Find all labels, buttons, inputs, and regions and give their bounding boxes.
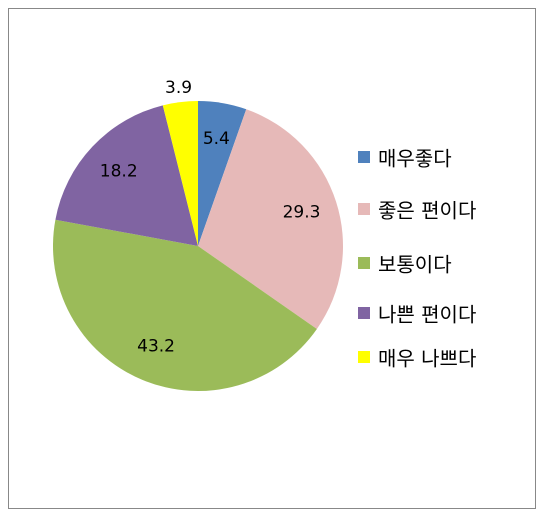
legend-label: 매우 나쁘다 [378,347,476,371]
legend-label: 좋은 편이다 [378,199,476,223]
legend-swatch [358,151,370,163]
pie-slice [162,101,198,246]
legend-swatch [358,351,370,363]
data-label: 3.9 [165,78,192,98]
legend-swatch [358,257,370,269]
legend-label: 매우좋다 [378,147,452,171]
data-label: 5.4 [203,129,230,149]
pie-slice [52,219,317,392]
pie-slice [198,101,247,246]
pie-slice [198,109,343,330]
legend-swatch [358,307,370,319]
legend-label: 나쁜 편이다 [378,303,476,327]
data-label: 29.3 [283,203,321,223]
data-label: 18.2 [100,162,138,182]
legend-label: 보통이다 [378,253,452,277]
pie-slice [55,105,198,247]
data-label: 43.2 [137,336,175,356]
legend-swatch [358,203,370,215]
